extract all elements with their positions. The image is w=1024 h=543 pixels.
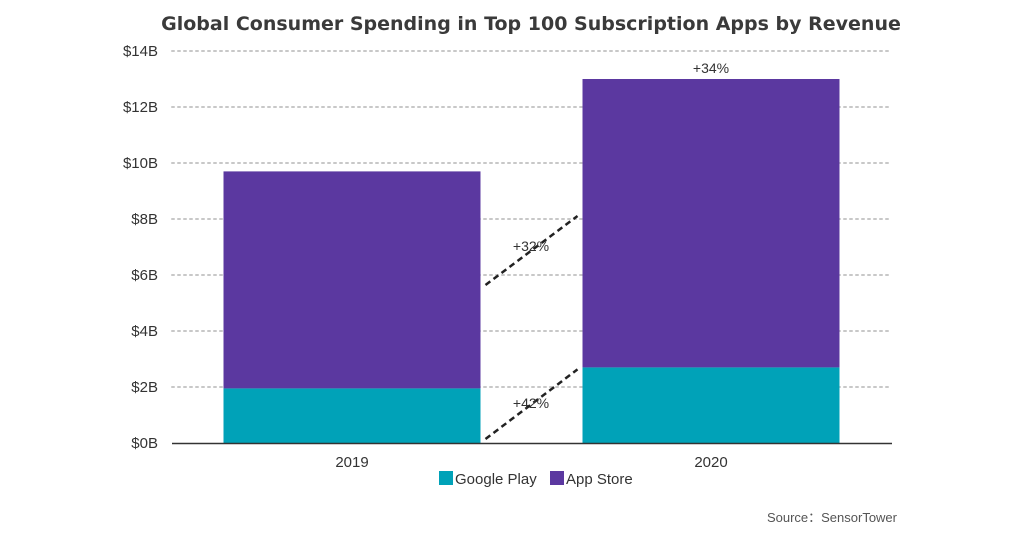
y-tick-label: $0B [131, 435, 158, 452]
app-store-growth-label: +32% [513, 238, 549, 254]
bars [223, 79, 840, 443]
y-tick-label: $12B [123, 99, 158, 116]
bar-google-play-2019 [223, 388, 481, 443]
chart-title: Global Consumer Spending in Top 100 Subs… [161, 13, 901, 35]
bar-google-play-2020 [582, 367, 840, 443]
y-tick-label: $8B [131, 211, 158, 228]
bar-app-store-2020 [582, 79, 840, 368]
legend-swatch-app-store [550, 471, 564, 485]
source-note: Source：SensorTower [767, 510, 898, 525]
legend-label-google-play: Google Play [455, 471, 537, 488]
bar-app-store-2019 [223, 171, 481, 389]
legend-swatch-google-play [439, 471, 453, 485]
y-tick-label: $2B [131, 379, 158, 396]
y-tick-label: $10B [123, 155, 158, 172]
total-growth-label: +34% [693, 60, 729, 76]
legend-label-app-store: App Store [566, 471, 633, 488]
y-tick-label: $6B [131, 267, 158, 284]
y-axis: $0B $2B $4B $6B $8B $10B $12B $14B [123, 43, 158, 452]
y-tick-label: $14B [123, 43, 158, 60]
connector-app-store [484, 215, 579, 286]
legend: Google Play App Store [439, 471, 633, 488]
x-tick-label: 2019 [335, 454, 368, 471]
x-tick-label: 2020 [694, 454, 727, 471]
x-axis: 2019 2020 [335, 454, 727, 471]
google-play-growth-label: +42% [513, 395, 549, 411]
growth-connectors [484, 215, 579, 440]
y-tick-label: $4B [131, 323, 158, 340]
